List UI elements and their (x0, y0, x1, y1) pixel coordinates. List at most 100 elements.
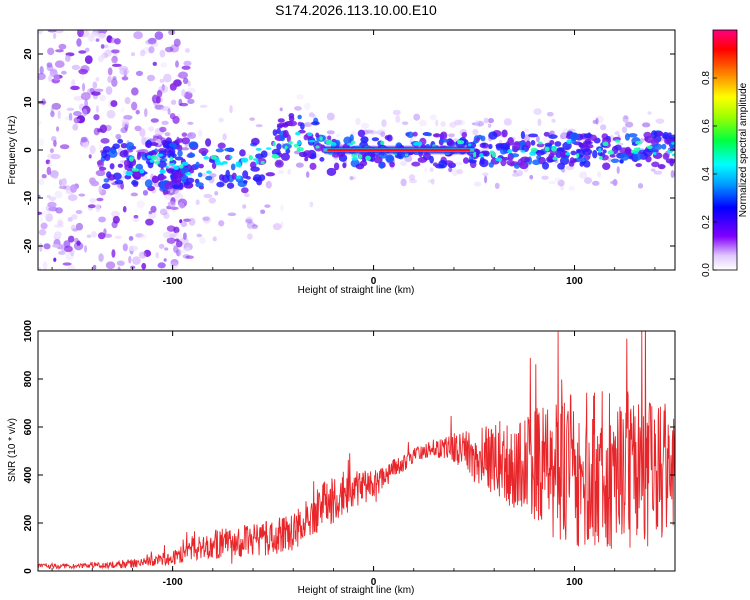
y-tick-label: -10 (23, 190, 34, 205)
spectrogram-cell (92, 81, 98, 89)
spectrogram-cell (97, 128, 103, 133)
spectrogram-cell (174, 156, 184, 161)
spectrogram-cell (296, 94, 304, 100)
spectrogram-cell (357, 129, 366, 138)
spectrogram-cell (158, 243, 165, 249)
spectrogram-cell (650, 130, 658, 139)
spectrogram-cell (61, 70, 67, 75)
spectrogram-cell (474, 119, 480, 126)
spectrogram-cell (607, 150, 615, 155)
spectrogram-cell (146, 74, 156, 82)
spectrogram-cell (662, 131, 670, 140)
spectrogram-cell (97, 232, 106, 240)
spectrogram-cell (440, 121, 446, 128)
spectrogram-cell (300, 122, 305, 130)
spectrogram-cell (509, 162, 515, 167)
spectrogram-cell (276, 122, 287, 128)
spectrogram-cell (178, 164, 184, 169)
spectrogram-cell (49, 148, 54, 154)
spectrogram-cell (105, 86, 113, 95)
spectrogram-cell (661, 143, 667, 150)
spectrogram-cell (172, 184, 180, 190)
spectrogram-cell (255, 124, 263, 128)
spectrogram-cell (119, 150, 129, 158)
y-tick-label: 1000 (23, 319, 34, 342)
spectrogram-cell (647, 111, 652, 115)
spectrogram-cell (184, 172, 192, 176)
spectrogram-cell (244, 193, 250, 198)
spectrogram-cell (306, 132, 313, 137)
spectrogram-cell (432, 133, 442, 138)
spectrogram-cell (148, 210, 153, 215)
colorbar-label: Normalized spectral amplitude (738, 82, 749, 217)
spectrogram-cell (78, 193, 86, 197)
spectrogram-cell (355, 163, 365, 170)
spectrogram-cell (610, 158, 620, 163)
spectrogram-cell (548, 134, 558, 139)
spectrogram-cell (159, 126, 167, 133)
spectrogram-cell (172, 115, 180, 124)
spectrogram-cell (159, 208, 168, 216)
spectrogram-cell (100, 137, 110, 144)
spectrogram-cell (644, 135, 654, 144)
spectrogram-cell (346, 142, 354, 146)
y-tick-label: 400 (23, 466, 34, 483)
spectrogram-cell (530, 147, 538, 153)
spectrogram-cell (392, 109, 401, 116)
spectrogram-cell (80, 92, 91, 101)
spectrogram-cell (231, 172, 237, 180)
spectrogram-cell (566, 139, 572, 144)
spectrogram-cell (483, 117, 489, 124)
spectrogram-cell (198, 147, 209, 155)
spectrogram-cell (623, 115, 629, 120)
spectrogram-cell (99, 94, 106, 102)
spectrogram-cell (297, 114, 302, 120)
spectrogram-cell (123, 159, 130, 167)
spectrogram-cell (541, 175, 549, 180)
spectrogram-cell (145, 143, 150, 148)
spectrogram-ylabel: Frequency (Hz) (7, 116, 18, 185)
spectrogram-cell (242, 204, 247, 209)
spectrogram-cell (108, 149, 118, 158)
spectrogram-cell (58, 185, 67, 190)
spectrogram-cell (408, 178, 418, 184)
spectrogram-cell (579, 161, 585, 167)
spectrogram-cell (282, 129, 289, 138)
spectrogram-cell (46, 62, 53, 68)
spectrogram-cell (178, 182, 183, 190)
spectrogram-cell (381, 119, 387, 128)
spectrogram-cell (224, 147, 232, 152)
spectrogram-cell (141, 262, 147, 270)
spectrogram-cell (520, 130, 526, 140)
spectrogram-cell (296, 140, 302, 146)
spectrogram-cell (621, 126, 628, 134)
spectrogram-cell (96, 197, 104, 202)
snr-frame (37, 330, 676, 572)
spectrogram-cell (557, 179, 565, 187)
spectrogram-cell (168, 30, 176, 36)
spectrogram-cell (426, 132, 433, 137)
spectrogram-cell (199, 237, 206, 244)
spectrogram-cell (95, 169, 106, 177)
spectrogram-cell (41, 173, 47, 179)
spectrogram-cell (160, 62, 168, 68)
spectrogram-cell (203, 193, 213, 199)
spectrogram-cell (554, 141, 562, 147)
spectrogram-cell (418, 119, 427, 127)
spectrogram-cell (319, 157, 325, 162)
spectrogram-cell (294, 106, 302, 111)
spectrogram-cell (429, 114, 437, 121)
spectrogram-cell (83, 245, 88, 253)
spectrogram-cell (38, 178, 45, 186)
spectrogram-cell (173, 165, 179, 171)
spectrogram-cell (70, 85, 80, 91)
spectrogram-cell (61, 244, 65, 252)
spectrogram-cell (170, 259, 179, 266)
spectrogram-cell (230, 163, 236, 171)
spectrogram-cell (501, 129, 508, 138)
spectrogram-cell (169, 44, 180, 53)
spectrogram-cell (260, 209, 266, 215)
spectrogram-cell (565, 151, 571, 156)
